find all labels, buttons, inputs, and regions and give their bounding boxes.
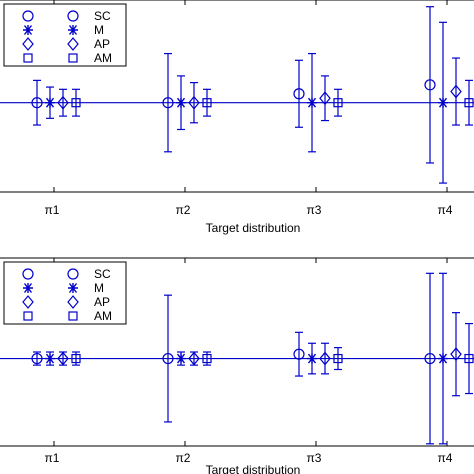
x-axis-label: Target distribution: [206, 463, 301, 474]
data-point-am: [464, 353, 474, 364]
x-tick-label: π1: [45, 451, 60, 465]
legend-entry-label: AM: [94, 51, 112, 65]
data-point-sc: [424, 352, 436, 365]
legend-marker: [23, 283, 33, 293]
legend-marker: [67, 10, 79, 22]
data-point-m: [176, 97, 186, 108]
data-point-sc: [31, 352, 43, 365]
legend-marker: [23, 25, 33, 35]
data-point-ap: [188, 95, 200, 110]
data-point-ap: [450, 347, 462, 362]
legend-marker: [68, 25, 78, 35]
data-point-am: [202, 353, 212, 364]
legend-entry-label: AP: [94, 37, 110, 51]
legend-entry-label: AM: [94, 309, 112, 323]
data-point-m: [45, 97, 55, 108]
x-tick-label: π3: [307, 451, 322, 465]
series-am: [71, 322, 474, 395]
series-sc: [31, 6, 436, 164]
x-tick-label: π2: [176, 203, 191, 217]
plot-frame: [0, 0, 474, 193]
series-ap: [57, 57, 462, 126]
data-point-ap: [57, 95, 69, 110]
legend-marker: [22, 10, 34, 22]
legend-marker: [23, 311, 33, 321]
data-point-am: [71, 353, 81, 364]
series-sc: [31, 272, 436, 445]
legend-marker: [22, 295, 34, 309]
data-point-sc: [293, 348, 305, 360]
legend-marker: [67, 37, 79, 51]
data-point-am: [202, 98, 212, 108]
x-tick-label: π2: [176, 451, 191, 465]
legend-marker: [68, 53, 78, 63]
data-point-m: [176, 353, 186, 364]
series-ap: [57, 312, 462, 397]
x-tick-label: π3: [307, 203, 322, 217]
series-m: [45, 272, 448, 445]
data-point-am: [464, 98, 474, 108]
series-m: [45, 21, 448, 184]
data-point-ap: [57, 351, 69, 366]
x-tick-label: π1: [45, 203, 60, 217]
data-point-m: [307, 353, 317, 364]
data-point-m: [45, 353, 55, 364]
data-point-ap: [188, 351, 200, 366]
legend-marker: [67, 295, 79, 309]
data-point-m: [438, 97, 448, 108]
legend-marker: [68, 283, 78, 293]
plot-frame: [0, 257, 474, 447]
legend-marker: [68, 311, 78, 321]
data-point-sc: [162, 97, 174, 109]
data-point-sc: [162, 352, 174, 365]
x-axis-label: Target distribution: [206, 221, 301, 235]
x-tick-label: π4: [438, 203, 453, 217]
data-point-am: [333, 98, 343, 108]
x-tick-label: π4: [438, 451, 453, 465]
legend-entry-label: SC: [94, 267, 111, 281]
data-point-ap: [450, 84, 462, 99]
data-point-m: [438, 353, 448, 364]
legend-marker: [23, 53, 33, 63]
legend-entry-label: SC: [94, 9, 111, 23]
legend-entry-label: AP: [94, 295, 110, 309]
legend-entry-label: M: [94, 281, 104, 295]
data-point-sc: [31, 97, 43, 109]
data-point-am: [333, 353, 343, 364]
legend-marker: [22, 268, 34, 280]
legend-marker: [22, 37, 34, 51]
data-point-sc: [293, 88, 305, 100]
data-point-ap: [319, 91, 331, 106]
legend-entry-label: M: [94, 23, 104, 37]
legend-marker: [67, 268, 79, 280]
data-point-ap: [319, 351, 331, 366]
legend-box: [3, 261, 127, 325]
data-point-am: [71, 98, 81, 108]
series-am: [71, 79, 474, 126]
data-point-sc: [424, 79, 436, 91]
data-point-m: [307, 97, 317, 108]
